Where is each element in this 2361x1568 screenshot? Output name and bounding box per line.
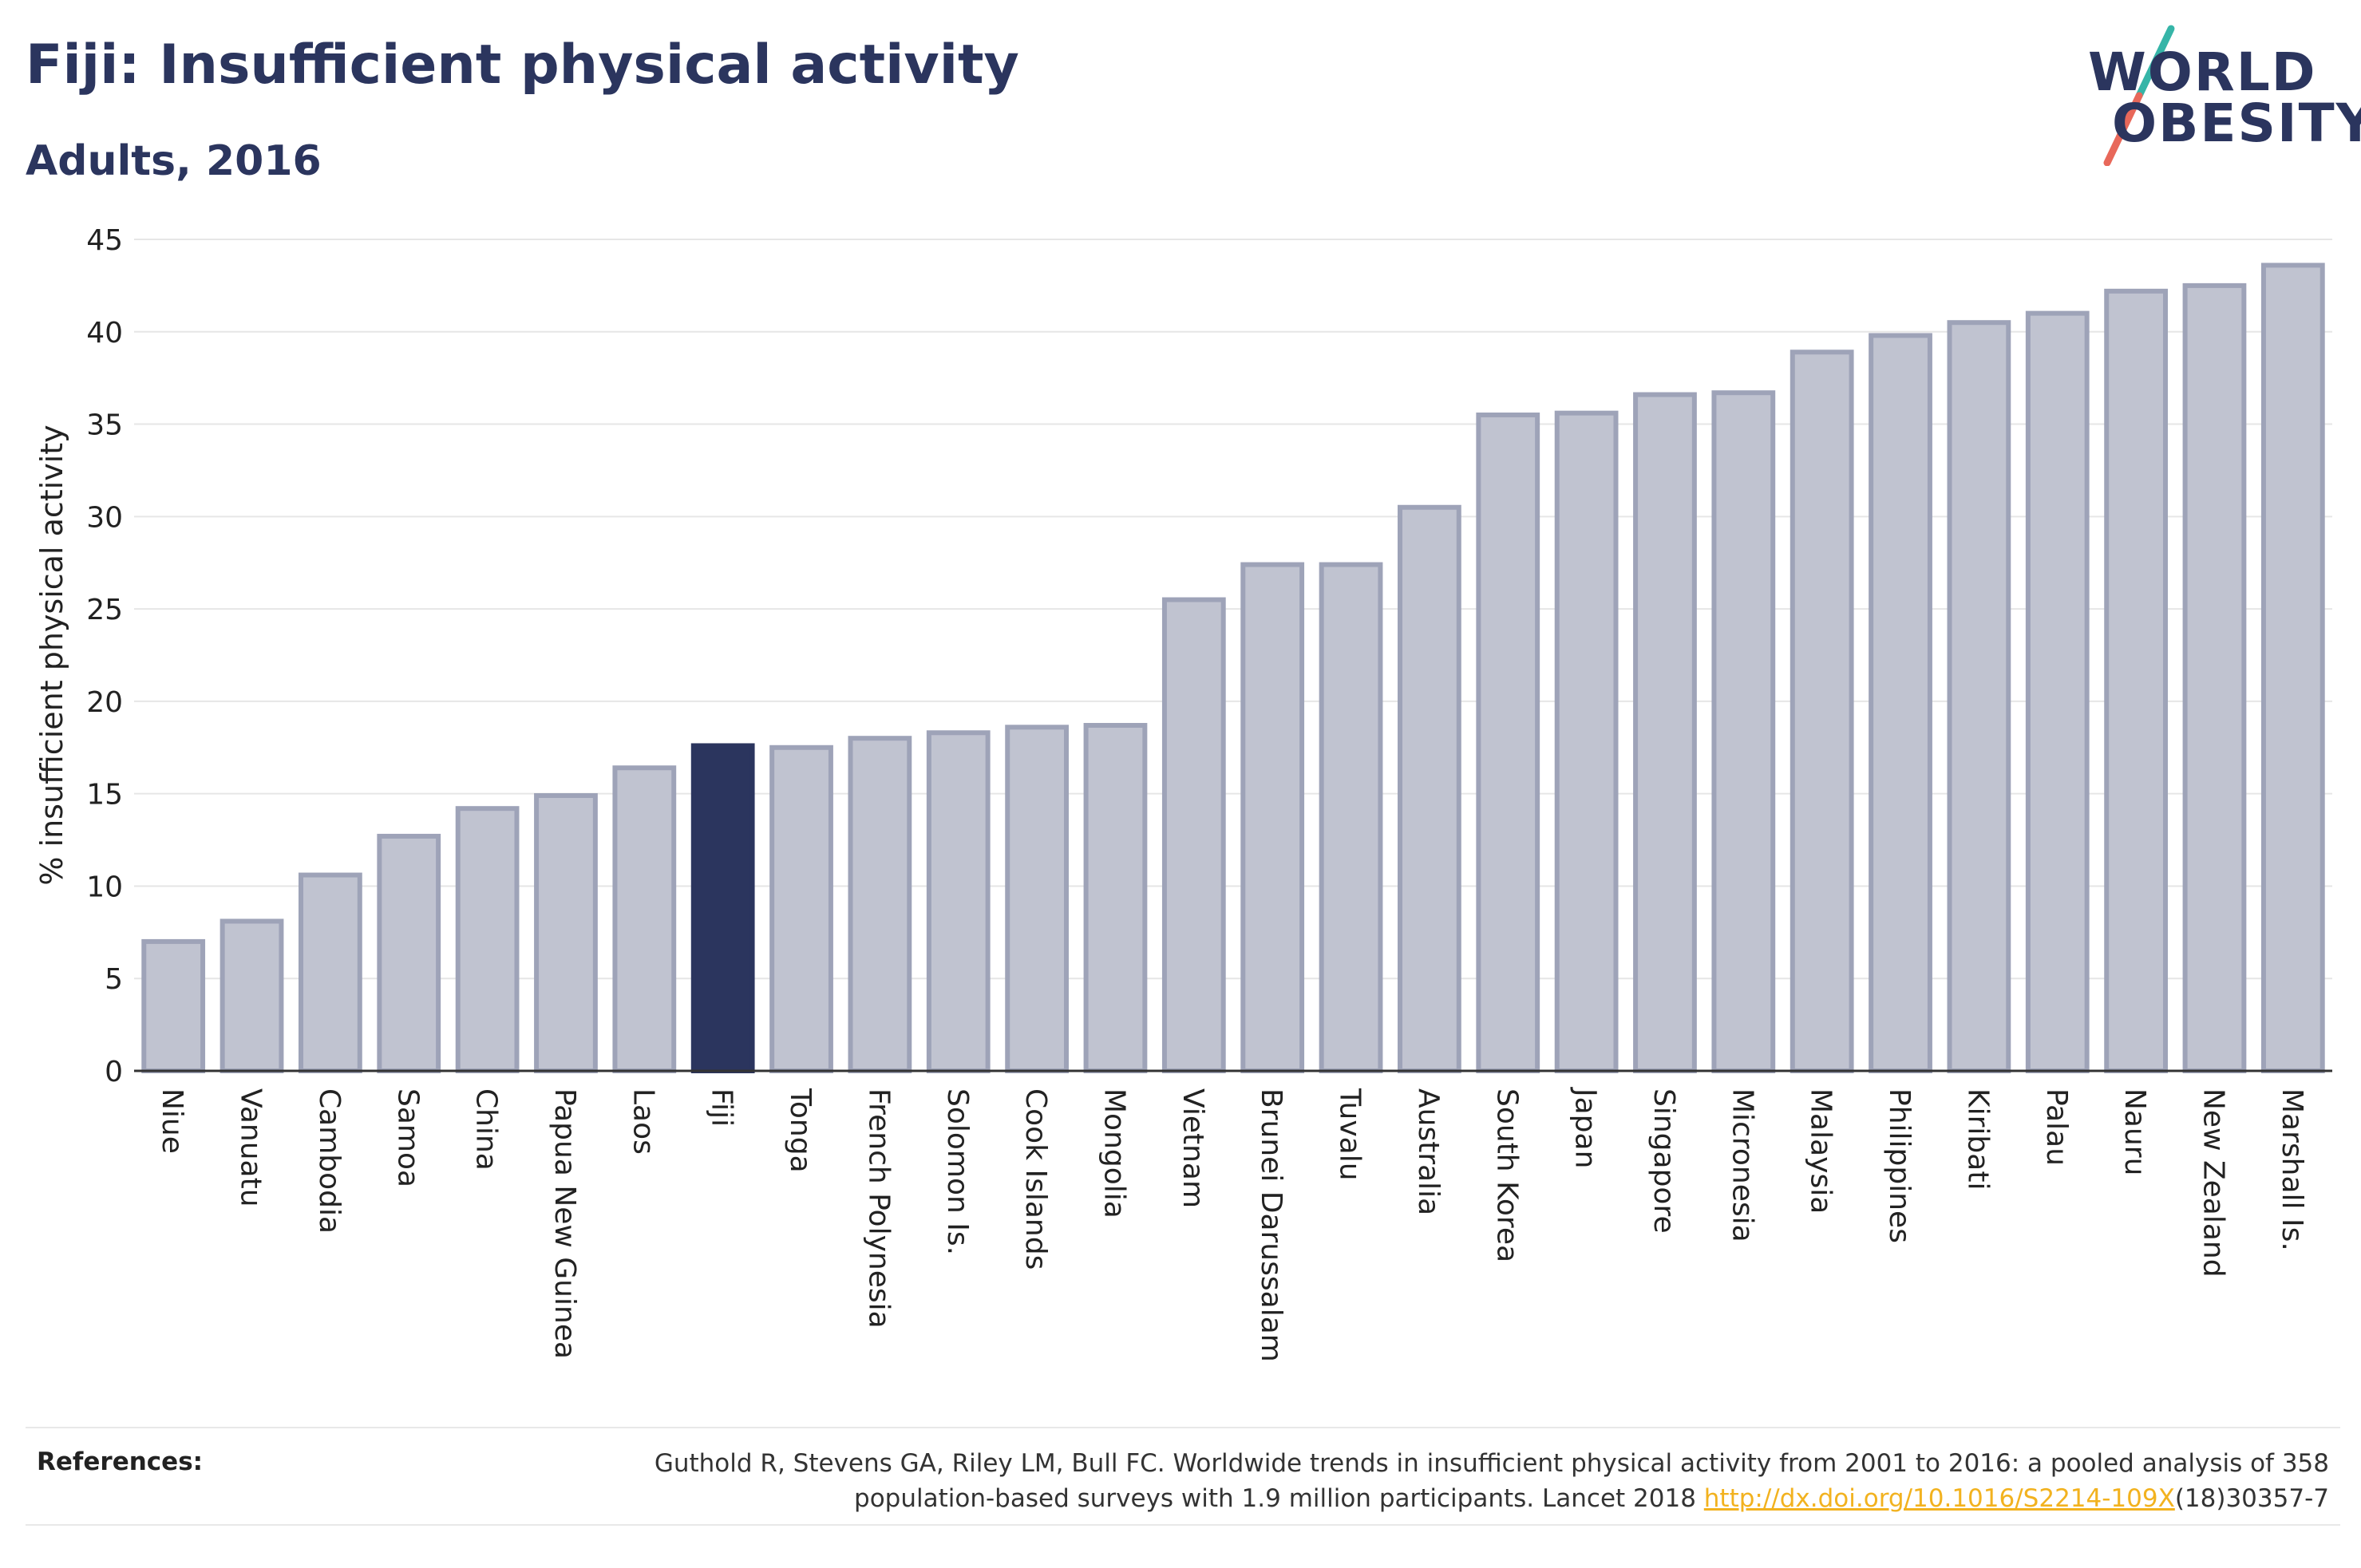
references-divider-top <box>26 1427 2340 1428</box>
x-tick-label: Samoa <box>391 1088 424 1187</box>
logo-line1: WORLD <box>2088 41 2317 103</box>
references-text: Guthold R, Stevens GA, Riley LM, Bull FC… <box>573 1446 2329 1516</box>
x-tick-label: Marshall Is. <box>2276 1088 2308 1251</box>
chart-title: Fiji: Insufficient physical activity <box>26 34 1019 97</box>
logo-line2: OBESITY <box>2112 93 2361 154</box>
x-tick-label: Cambodia <box>313 1088 346 1234</box>
logo-slash-icon <box>2103 25 2175 166</box>
y-tick-label: 10 <box>86 871 123 903</box>
references-label: References: <box>37 1448 204 1476</box>
reference-citation-suffix: (18)30357-7 <box>2174 1484 2329 1514</box>
x-tick-label: French Polynesia <box>862 1088 895 1329</box>
y-tick-label: 35 <box>86 409 123 442</box>
x-tick-label: Cook Islands <box>1019 1088 1052 1270</box>
bar-chart: 0 5 10 15 20 25 30 35 40 45 % insufficient physica… <box>34 224 2332 1362</box>
x-tick-label: South Korea <box>1490 1088 1523 1262</box>
bar <box>1083 722 1148 1073</box>
bar <box>1476 412 1540 1073</box>
bar <box>1633 392 1697 1074</box>
x-tick-label: Laos <box>627 1088 659 1155</box>
bar <box>1869 333 1932 1074</box>
chart-subtitle: Adults, 2016 <box>26 137 322 185</box>
bar <box>1554 410 1619 1073</box>
x-tick-label: Micronesia <box>1726 1088 1758 1242</box>
bar <box>1790 350 1854 1073</box>
x-tick-label: Kiribati <box>1961 1088 1994 1190</box>
x-tick-label: Singapore <box>1647 1088 1680 1234</box>
references-divider-bottom <box>26 1524 2340 1526</box>
bar <box>2025 310 2090 1074</box>
y-tick-label: 5 <box>105 963 123 996</box>
y-tick-label: 20 <box>86 686 123 719</box>
bar-highlight <box>690 743 755 1073</box>
y-tick-label: 15 <box>86 779 123 812</box>
bar <box>769 745 833 1073</box>
x-tick-label: China <box>470 1088 503 1171</box>
x-tick-label: Nauru <box>2118 1088 2151 1175</box>
bar <box>455 806 520 1073</box>
y-tick-label: 0 <box>105 1056 123 1088</box>
bar <box>2260 263 2325 1073</box>
bar <box>2104 288 2168 1073</box>
bar <box>2182 282 2247 1073</box>
bar <box>1947 320 2011 1073</box>
x-tick-label: Niue <box>156 1088 188 1154</box>
x-tick-label: Mongolia <box>1097 1088 1130 1218</box>
bar <box>1711 390 1776 1074</box>
y-tick-label: 40 <box>86 317 123 350</box>
reference-doi-link[interactable]: http://dx.doi.org/10.1016/S2214-109X <box>1703 1484 2175 1514</box>
x-tick-label: Philippines <box>1883 1088 1916 1243</box>
x-tick-label: Solomon Is. <box>941 1088 974 1255</box>
x-tick-label: Japan <box>1569 1087 1602 1168</box>
x-tick-label: New Zealand <box>2197 1088 2229 1278</box>
bar <box>1161 597 1226 1073</box>
y-axis-label: % insufficient physical activity <box>34 425 69 885</box>
x-tick-label: Malaysia <box>1805 1088 1837 1214</box>
bar <box>377 833 441 1073</box>
x-tick-label: Palau <box>2040 1088 2073 1166</box>
y-tick-label: 30 <box>86 501 123 534</box>
bar <box>612 765 677 1073</box>
bar <box>926 730 991 1074</box>
bar <box>1398 504 1461 1073</box>
y-tick-label: 25 <box>86 594 123 626</box>
x-tick-label: Australia <box>1412 1088 1445 1215</box>
bar <box>141 938 206 1074</box>
y-tick-label: 45 <box>86 224 123 257</box>
x-tick-label: Vanuatu <box>235 1088 267 1207</box>
bar <box>299 872 362 1073</box>
x-tick-label: Fiji <box>706 1088 738 1127</box>
bar <box>1240 562 1305 1073</box>
x-tick-label: Vietnam <box>1177 1088 1209 1208</box>
bar <box>219 918 284 1073</box>
x-tick-label: Brunei Darussalam <box>1255 1088 1287 1362</box>
bar <box>1319 562 1383 1073</box>
x-tick-label: Tuvalu <box>1334 1088 1366 1181</box>
x-tick-label: Papua New Guinea <box>548 1088 581 1359</box>
x-tick-label: Tonga <box>784 1088 817 1173</box>
reference-citation: Guthold R, Stevens GA, Riley LM, Bull FC… <box>654 1449 2329 1514</box>
bar <box>534 792 598 1074</box>
bar <box>848 736 912 1073</box>
world-obesity-logo: WORLD OBESITY <box>2075 22 2361 166</box>
bar <box>1005 725 1069 1073</box>
